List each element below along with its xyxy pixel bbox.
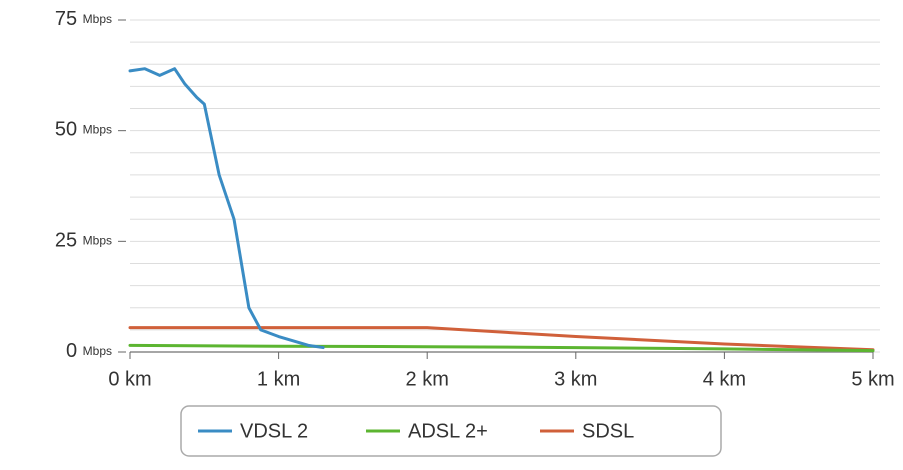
y-tick-label: 75 Mbps (55, 8, 112, 30)
y-tick-label: 0 Mbps (66, 340, 112, 362)
y-tick-label: 50 Mbps (55, 119, 112, 141)
x-tick-label: 0 km (108, 368, 151, 390)
y-tick-label: 25 Mbps (55, 230, 112, 252)
x-tick-label: 3 km (554, 368, 597, 390)
legend-label: ADSL 2+ (408, 420, 488, 442)
x-tick-label: 2 km (406, 368, 449, 390)
line-series (128, 343, 875, 353)
line-series (128, 67, 325, 350)
legend-label: VDSL 2 (240, 420, 308, 442)
line-series (128, 326, 875, 352)
x-tick-label: 5 km (851, 368, 894, 390)
legend-label: SDSL (582, 420, 634, 442)
x-tick-label: 4 km (703, 368, 746, 390)
x-tick-label: 1 km (257, 368, 300, 390)
legend-box (180, 405, 722, 457)
